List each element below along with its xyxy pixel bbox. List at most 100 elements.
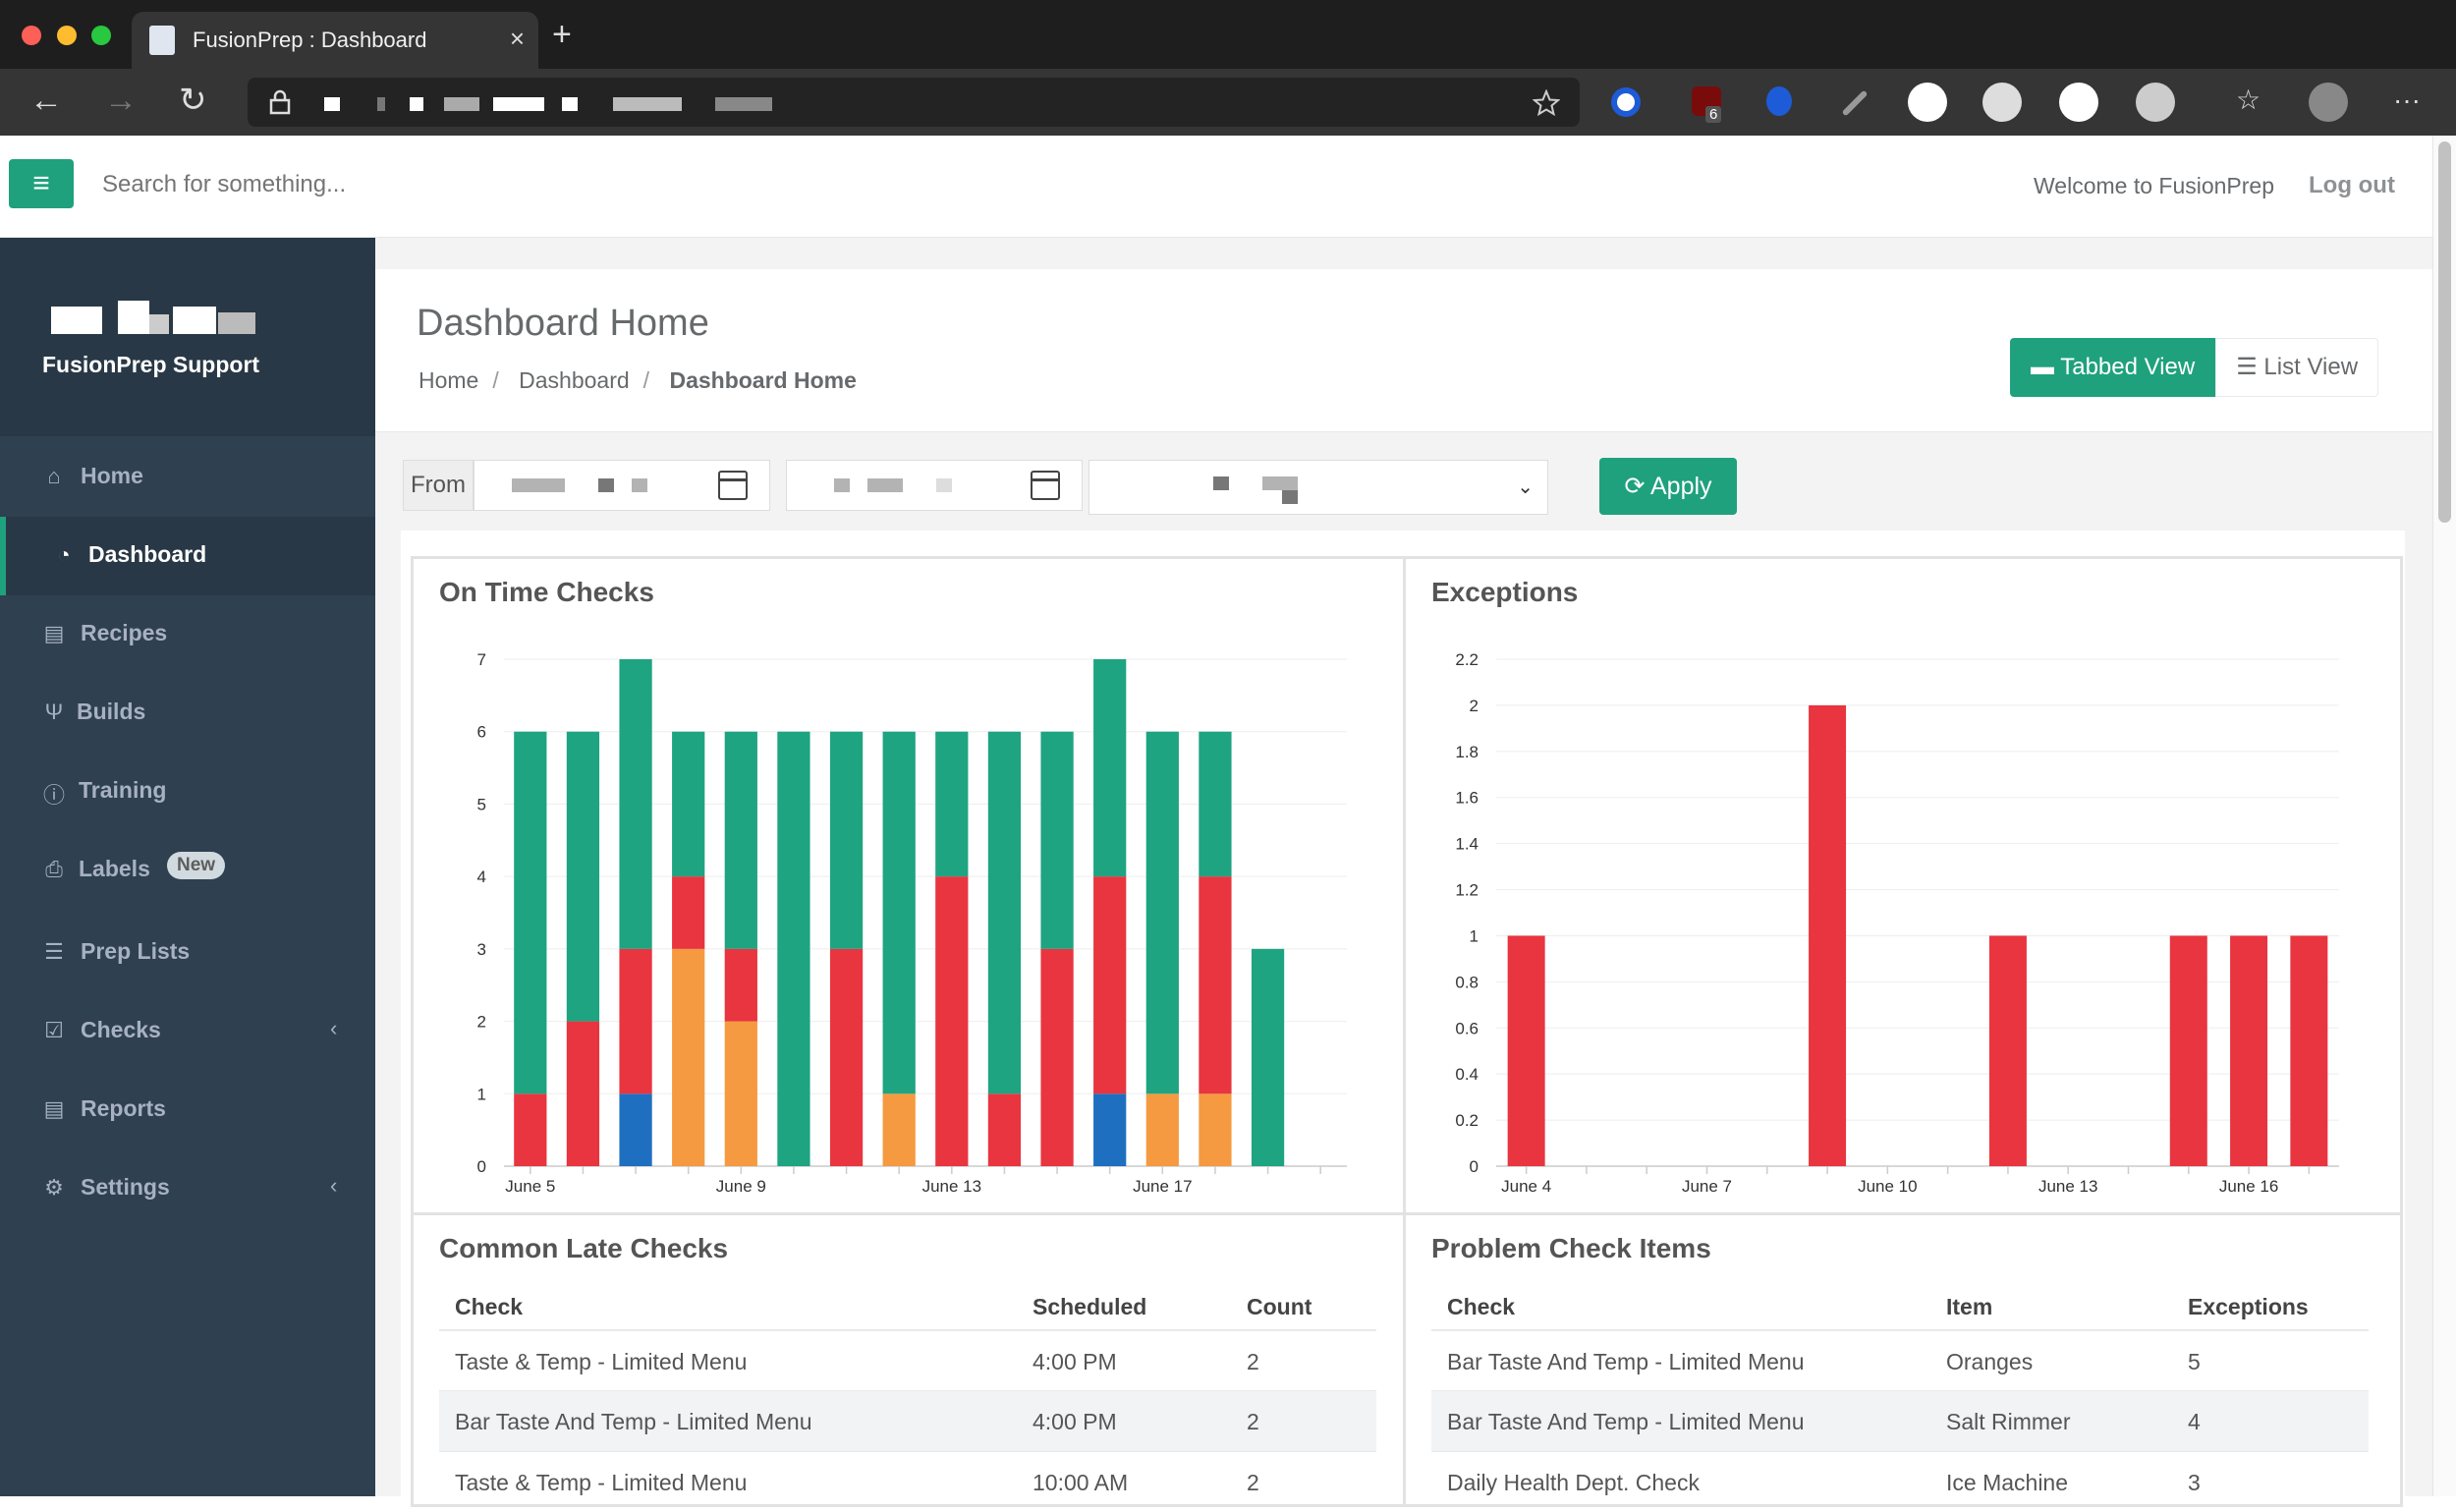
sidebar-item-dashboard[interactable]: ◔ Dashboard bbox=[0, 517, 375, 595]
extension-a-icon[interactable] bbox=[1908, 83, 1947, 122]
chevron-left-icon: ‹ bbox=[330, 1016, 338, 1040]
table-cell: Taste & Temp - Limited Menu bbox=[455, 1470, 748, 1495]
forward-icon[interactable]: → bbox=[104, 82, 138, 119]
bar-segment bbox=[1093, 659, 1127, 877]
bar-segment bbox=[935, 731, 969, 877]
bar-segment bbox=[882, 1093, 916, 1166]
column-header: Exceptions bbox=[2188, 1294, 2309, 1319]
x-tick-label: June 17 bbox=[1133, 1177, 1193, 1196]
favorite-star-icon[interactable] bbox=[1533, 89, 1560, 117]
location-select[interactable]: ⌄ bbox=[1088, 460, 1548, 515]
sidebar-item-label: Training bbox=[79, 777, 167, 803]
minimize-window-icon[interactable] bbox=[57, 26, 77, 45]
y-tick-label: 1.4 bbox=[1455, 835, 1479, 854]
code-extension-icon[interactable] bbox=[1982, 83, 2022, 122]
sidebar-item-label: Labels bbox=[79, 856, 150, 881]
exceptions-panel: Exceptions 0 0.2 0.4 0.6 0.8 1 1.2 1.4 1.6 1.8 2 2.… bbox=[1403, 556, 2403, 1216]
list-icon: ☰ bbox=[44, 939, 64, 964]
sidebar-item-recipes[interactable]: ▤ Recipes bbox=[0, 595, 375, 674]
calendar-icon[interactable] bbox=[1031, 471, 1060, 500]
profile-extension-icon[interactable] bbox=[2136, 83, 2175, 122]
table-row[interactable]: Taste & Temp - Limited Menu 10:00 AM 2 bbox=[439, 1451, 1376, 1512]
bar-segment bbox=[619, 948, 652, 1094]
x-tick-label: June 13 bbox=[2038, 1177, 2098, 1196]
sidebar-item-checks[interactable]: ☑ Checks ‹ bbox=[0, 992, 375, 1071]
panel-title: Problem Check Items bbox=[1431, 1233, 1711, 1263]
bar-segment bbox=[1093, 1093, 1127, 1166]
bar-segment bbox=[619, 659, 652, 949]
more-menu-icon[interactable]: ··· bbox=[2393, 84, 2421, 115]
menu-toggle-button[interactable]: ≡ bbox=[9, 159, 74, 208]
sidebar-item-training[interactable]: ⓘ Training bbox=[0, 753, 375, 831]
ublock-icon[interactable]: 6 bbox=[1692, 86, 1722, 123]
sidebar-item-label: Settings bbox=[81, 1174, 170, 1200]
sidebar-item-prep-lists[interactable]: ☰ Prep Lists bbox=[0, 914, 375, 992]
y-tick-label: 0.4 bbox=[1455, 1065, 1479, 1084]
y-tick-label: 0.8 bbox=[1455, 973, 1479, 991]
table-row[interactable]: Daily Health Dept. Check Ice Machine 3 bbox=[1431, 1451, 2369, 1512]
tabbed-view-button[interactable]: ▬ Tabbed View bbox=[2010, 338, 2216, 397]
sidebar-item-label: Dashboard bbox=[88, 541, 207, 567]
table-cell: Bar Taste And Temp - Limited Menu bbox=[455, 1409, 812, 1434]
bar-segment bbox=[829, 731, 864, 949]
sidebar-item-label: Checks bbox=[81, 1017, 161, 1042]
bar-segment bbox=[724, 1021, 757, 1166]
y-tick-label: 1.2 bbox=[1455, 881, 1479, 900]
reload-icon[interactable]: ↻ bbox=[179, 82, 207, 119]
breadcrumb-current: Dashboard Home bbox=[669, 367, 857, 393]
bar-segment bbox=[672, 876, 705, 949]
table-row[interactable]: Bar Taste And Temp - Limited Menu Orange… bbox=[1431, 1329, 2369, 1390]
table-row[interactable]: Bar Taste And Temp - Limited Menu 4:00 P… bbox=[439, 1390, 1376, 1451]
table-row[interactable]: Taste & Temp - Limited Menu 4:00 PM 2 bbox=[439, 1329, 1376, 1390]
end-date-input[interactable] bbox=[786, 460, 1083, 511]
new-tab-icon[interactable]: + bbox=[552, 16, 572, 53]
apply-button[interactable]: ⟳ Apply bbox=[1599, 458, 1737, 515]
close-window-icon[interactable] bbox=[22, 26, 41, 45]
reader-extension-icon[interactable] bbox=[2059, 83, 2098, 122]
breadcrumb-dashboard[interactable]: Dashboard bbox=[519, 367, 630, 393]
problem-check-items-panel: Problem Check Items Check Item Exception… bbox=[1403, 1212, 2403, 1507]
sidebar-item-home[interactable]: ⌂ Home bbox=[0, 438, 375, 517]
password-manager-icon[interactable] bbox=[1611, 87, 1641, 117]
scrollbar-thumb[interactable] bbox=[2438, 141, 2451, 523]
user-avatar-icon[interactable] bbox=[2309, 83, 2348, 122]
x-tick-label: June 13 bbox=[922, 1177, 982, 1196]
recipes-icon: ▤ bbox=[43, 621, 65, 645]
table-cell: 2 bbox=[1247, 1349, 1259, 1374]
sidebar-item-reports[interactable]: ▤ Reports bbox=[0, 1071, 375, 1149]
bar bbox=[1507, 935, 1545, 1166]
bar-segment bbox=[514, 731, 547, 1094]
list-view-button[interactable]: ☰ List View bbox=[2215, 338, 2379, 397]
breadcrumb-home[interactable]: Home bbox=[419, 367, 479, 393]
bar-segment bbox=[882, 731, 916, 1094]
maximize-window-icon[interactable] bbox=[91, 26, 111, 45]
exceptions-chart: 0 0.2 0.4 0.6 0.8 1 1.2 1.4 1.6 1.8 2 2.2 June 4 June… bbox=[1455, 650, 2339, 1196]
on-time-checks-chart: 0 1 2 3 4 5 6 7 June 5 June 9 June 13 June 17 bbox=[477, 650, 1347, 1196]
start-date-input[interactable] bbox=[474, 460, 770, 511]
folder-icon: ▬ bbox=[2031, 354, 2061, 380]
sidebar-item-builds[interactable]: Ψ Builds bbox=[0, 674, 375, 753]
search-input[interactable] bbox=[102, 171, 888, 198]
wand-icon[interactable] bbox=[1841, 89, 1869, 117]
app-header: ≡ Welcome to FusionPrep Log out bbox=[0, 136, 2432, 238]
table-cell: 3 bbox=[2188, 1470, 2201, 1495]
column-header: Scheduled bbox=[1033, 1294, 1147, 1319]
table-row[interactable]: Bar Taste And Temp - Limited Menu Salt R… bbox=[1431, 1390, 2369, 1451]
from-label: From bbox=[403, 460, 474, 511]
sidebar-item-settings[interactable]: ⚙ Settings ‹ bbox=[0, 1149, 375, 1228]
bar-segment bbox=[987, 1093, 1022, 1166]
sidebar-item-labels[interactable]: ⎙ Labels New bbox=[0, 831, 375, 910]
bar-segment bbox=[566, 1021, 600, 1166]
browser-tab[interactable]: FusionPrep : Dashboard × bbox=[132, 12, 538, 69]
close-tab-icon[interactable]: × bbox=[509, 24, 525, 53]
y-tick-label: 2 bbox=[477, 1013, 486, 1032]
collections-icon[interactable]: ☆ bbox=[2236, 84, 2261, 115]
address-bar[interactable] bbox=[248, 78, 1580, 127]
table-cell: Taste & Temp - Limited Menu bbox=[455, 1349, 748, 1374]
on-time-checks-panel: On Time Checks 0 1 2 3 4 5 6 7 June 5 June 9 June … bbox=[411, 556, 1411, 1216]
logout-link[interactable]: Log out bbox=[2309, 172, 2395, 198]
y-tick-label: 2.2 bbox=[1455, 650, 1479, 669]
drop-icon[interactable] bbox=[1766, 86, 1792, 116]
back-icon[interactable]: ← bbox=[29, 82, 63, 119]
calendar-icon[interactable] bbox=[718, 471, 748, 500]
